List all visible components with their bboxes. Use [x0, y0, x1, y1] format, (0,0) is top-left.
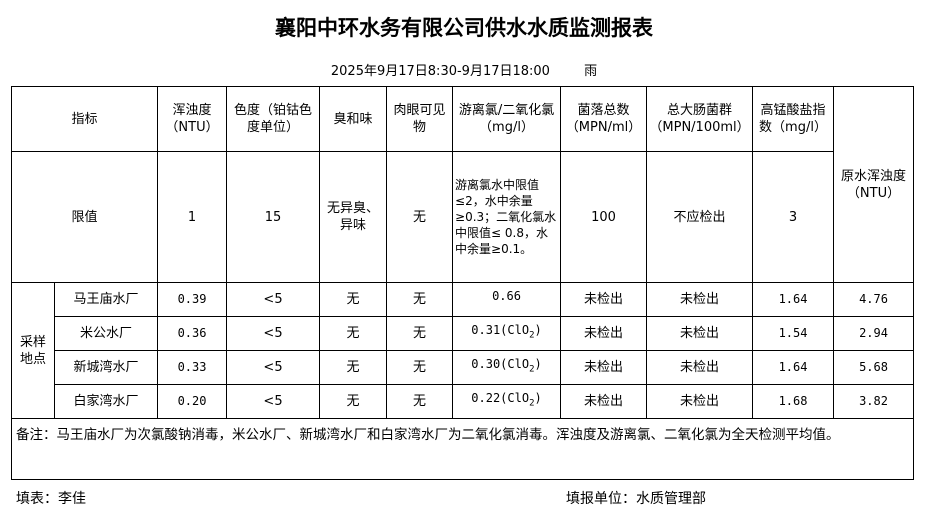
cell-colony: 未检出 — [560, 316, 648, 351]
cell-permanganate: 1.68 — [752, 384, 835, 419]
cell-turbidity: 0.20 — [157, 384, 228, 419]
cell-coliform: 未检出 — [646, 350, 754, 385]
cell-odor: 无 — [319, 316, 388, 351]
limit-visible: 无 — [386, 151, 454, 283]
header-permanganate: 高锰酸盐指数（mg/l） — [752, 86, 835, 152]
cell-raw-turbidity: 2.94 — [833, 316, 915, 351]
cell-visible: 无 — [386, 350, 454, 385]
chlorine-close: ) — [534, 391, 542, 406]
chlorine-subscript: 2 — [529, 330, 535, 341]
cell-chlorine: 0.22(ClO2) — [452, 384, 562, 419]
header-coliform: 总大肠菌群（MPN/100ml） — [646, 86, 754, 152]
header-colony: 菌落总数（MPN/ml） — [560, 86, 648, 152]
report-subtitle: 2025年9月17日8:30-9月17日18:00 雨 — [0, 60, 928, 79]
weather: 雨 — [584, 64, 598, 79]
cell-color: <5 — [226, 316, 321, 351]
cell-turbidity: 0.39 — [157, 282, 228, 317]
limit-label: 限值 — [10, 151, 159, 283]
chlorine-value: 0.31(ClO — [471, 323, 530, 338]
cell-chlorine: 0.30(ClO2) — [452, 350, 562, 385]
cell-turbidity: 0.33 — [157, 350, 228, 385]
header-chlorine: 游离氯/二氧化氯（mg/l） — [452, 86, 562, 152]
cell-site: 米公水厂 — [53, 316, 159, 351]
cell-site: 新城湾水厂 — [53, 350, 159, 385]
cell-permanganate: 1.54 — [752, 316, 835, 351]
table-row: 白家湾水厂 0.20 <5 无无 0.22(ClO2) 未检出 未检出 1.68 3.82 — [12, 384, 915, 419]
header-odor: 臭和味 — [319, 86, 388, 152]
limit-colony: 100 — [560, 151, 648, 283]
header-turbidity: 浑浊度（NTU） — [157, 86, 228, 152]
cell-raw-turbidity: 4.76 — [833, 282, 915, 317]
chlorine-subscript: 2 — [529, 364, 535, 375]
chlorine-value: 0.30(ClO — [471, 357, 530, 372]
cell-color: <5 — [226, 350, 321, 385]
limit-chlorine: 游离氯水中限值 ≤2，水中余量≥0.3；二氧化氯水中限值≤ 0.8，水中余量≥0… — [452, 151, 562, 283]
note-row: 备注：马王庙水厂为次氯酸钠消毒，米公水厂、新城湾水厂和白家湾水厂为二氧化氯消毒。… — [10, 418, 915, 480]
cell-raw-turbidity: 5.68 — [833, 350, 915, 385]
table-row: 米公水厂 0.36 <5 无无 0.31(ClO2) 未检出 未检出 1.54 2.94 — [12, 316, 915, 351]
table-row: 采样地点 马王庙水厂 0.39 <5 无无 0.66 未检出 未检出 1.64 4.76 — [11, 282, 915, 419]
chlorine-close: ) — [534, 357, 542, 372]
cell-chlorine: 0.66 — [452, 282, 562, 317]
report-time: 2025年9月17日8:30-9月17日18:00 — [330, 64, 550, 79]
cell-visible: 无 — [386, 316, 454, 351]
cell-odor: 无 — [319, 384, 388, 419]
cell-colony: 未检出 — [560, 282, 648, 317]
cell-coliform: 未检出 — [646, 316, 754, 351]
cell-odor: 无 — [319, 282, 388, 317]
limit-turbidity: 1 — [157, 151, 228, 283]
cell-raw-turbidity: 3.82 — [833, 384, 915, 419]
header-visible: 肉眼可见物 — [386, 86, 454, 152]
note: 备注：马王庙水厂为次氯酸钠消毒，米公水厂、新城湾水厂和白家湾水厂为二氧化氯消毒。… — [10, 418, 915, 480]
cell-colony: 未检出 — [560, 350, 648, 385]
cell-permanganate: 1.64 — [752, 282, 835, 317]
header-raw-turbidity: 原水浑浊度（NTU） — [833, 86, 915, 283]
cell-coliform: 未检出 — [646, 384, 754, 419]
cell-color: <5 — [226, 282, 321, 317]
chlorine-value: 0.66 — [492, 289, 521, 304]
limit-row: 限值 1 15 无异臭、异味 无 游离氯水中限值 ≤2，水中余量≥0.3；二氧化… — [10, 151, 914, 283]
reporting-unit: 填报单位：水质管理部 — [566, 491, 706, 507]
sampling-label: 采样地点 — [11, 282, 55, 419]
limit-odor: 无异臭、异味 — [319, 151, 388, 283]
chlorine-subscript: 2 — [529, 398, 535, 409]
limit-permanganate: 3 — [752, 151, 835, 283]
limit-coliform: 不应检出 — [646, 151, 754, 283]
cell-coliform: 未检出 — [646, 282, 754, 317]
chlorine-close: ) — [534, 323, 542, 338]
cell-site: 马王庙水厂 — [53, 282, 159, 317]
cell-permanganate: 1.64 — [752, 350, 835, 385]
header-indicator: 指标 — [10, 86, 159, 152]
water-quality-table: 指标 浑浊度（NTU） 色度（铂钴色度单位） 臭和味 肉眼可见物 游离氯/二氧化… — [10, 86, 915, 480]
cell-turbidity: 0.36 — [157, 316, 228, 351]
header-row: 指标 浑浊度（NTU） 色度（铂钴色度单位） 臭和味 肉眼可见物 游离氯/二氧化… — [10, 86, 915, 283]
cell-visible: 无 — [386, 384, 454, 419]
cell-chlorine: 0.31(ClO2) — [452, 316, 562, 351]
cell-site: 白家湾水厂 — [53, 384, 159, 419]
cell-color: <5 — [226, 384, 321, 419]
filler: 填表：李佳 — [16, 491, 86, 507]
cell-odor: 无 — [319, 350, 388, 385]
cell-colony: 未检出 — [560, 384, 648, 419]
limit-color: 15 — [226, 151, 321, 283]
header-color: 色度（铂钴色度单位） — [226, 86, 321, 152]
chlorine-value: 0.22(ClO — [471, 391, 530, 406]
table-row: 新城湾水厂 0.33 <5 无无 0.30(ClO2) 未检出 未检出 1.64 5.68 — [12, 350, 915, 385]
report-title: 襄阳中环水务有限公司供水水质监测报表 — [275, 16, 653, 40]
cell-visible: 无 — [386, 282, 454, 317]
